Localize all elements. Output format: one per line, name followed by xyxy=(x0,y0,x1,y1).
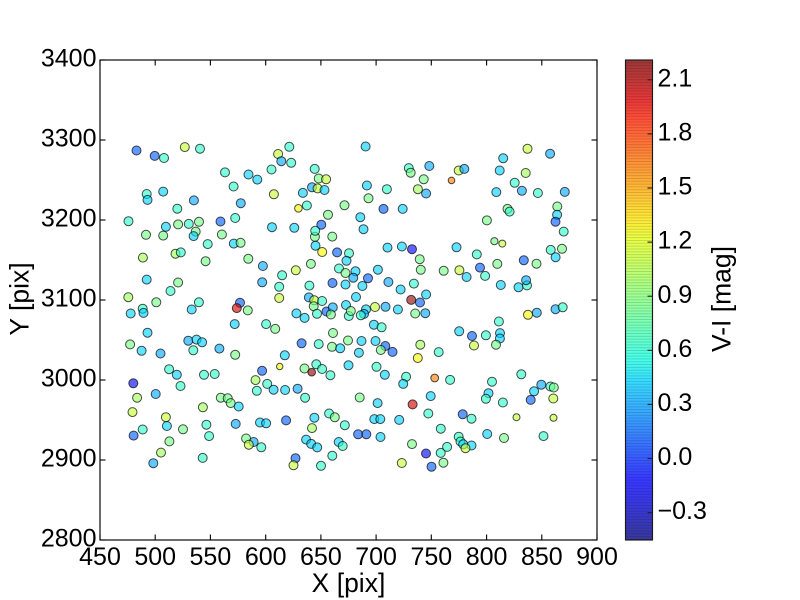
svg-text:3000: 3000 xyxy=(41,365,97,393)
svg-text:650: 650 xyxy=(300,543,342,571)
svg-text:900: 900 xyxy=(576,543,618,571)
svg-text:3400: 3400 xyxy=(41,45,97,73)
svg-text:0.6: 0.6 xyxy=(658,335,693,363)
svg-text:X [pix]: X [pix] xyxy=(312,568,386,598)
svg-text:−0.3: −0.3 xyxy=(658,497,707,525)
svg-text:800: 800 xyxy=(466,543,508,571)
svg-text:3200: 3200 xyxy=(41,205,97,233)
svg-text:2.1: 2.1 xyxy=(658,64,693,92)
svg-text:V-I [mag]: V-I [mag] xyxy=(707,246,737,352)
svg-text:1.5: 1.5 xyxy=(658,173,693,201)
svg-text:600: 600 xyxy=(245,543,287,571)
svg-text:1.8: 1.8 xyxy=(658,119,693,147)
svg-text:450: 450 xyxy=(79,543,121,571)
svg-text:3100: 3100 xyxy=(41,285,97,313)
svg-text:0.3: 0.3 xyxy=(658,389,693,417)
svg-text:500: 500 xyxy=(134,543,176,571)
svg-text:550: 550 xyxy=(190,543,232,571)
svg-text:700: 700 xyxy=(355,543,397,571)
svg-text:850: 850 xyxy=(521,543,563,571)
svg-text:0.0: 0.0 xyxy=(658,443,693,471)
svg-text:0.9: 0.9 xyxy=(658,281,693,309)
svg-text:2900: 2900 xyxy=(41,445,97,473)
svg-text:1.2: 1.2 xyxy=(658,227,693,255)
svg-text:2800: 2800 xyxy=(41,525,97,553)
svg-text:Y [pix]: Y [pix] xyxy=(5,262,35,335)
svg-text:750: 750 xyxy=(410,543,452,571)
svg-text:3300: 3300 xyxy=(41,125,97,153)
